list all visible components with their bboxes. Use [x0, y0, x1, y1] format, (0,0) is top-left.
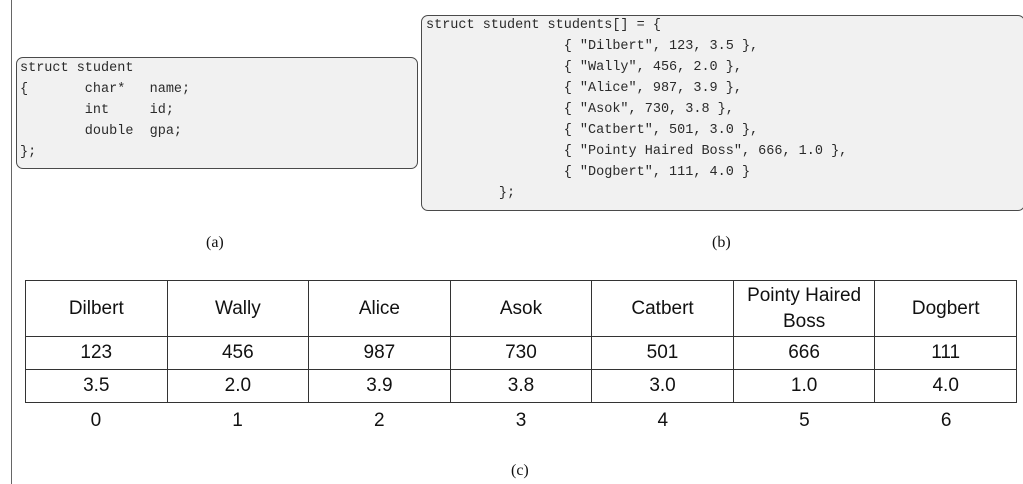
id-cell: 730	[449, 336, 593, 370]
name-cell: Alice	[308, 280, 451, 337]
caption-a: (a)	[206, 234, 224, 251]
gpa-cell: 3.0	[591, 369, 734, 403]
id-cell: 987	[308, 336, 451, 370]
struct-definition-box	[16, 57, 418, 169]
struct-line-2: { char* name;	[20, 82, 191, 97]
gpa-cell: 2.0	[166, 369, 310, 403]
table-row-gpas: 3.5 2.0 3.9 3.8 3.0 1.0 4.0	[25, 369, 1017, 403]
name-cell: Dogbert	[874, 280, 1017, 337]
array-memory-table: Dilbert Wally Alice Asok Catbert Pointy …	[25, 280, 1017, 403]
index-label: 3	[515, 410, 527, 431]
id-cell: 501	[591, 336, 734, 370]
array-line-8: { ″Dogbert″, 111, 4.0 }	[426, 165, 751, 180]
caption-c: (c)	[511, 462, 529, 479]
name-cell: Asok	[449, 280, 593, 337]
gpa-cell: 4.0	[874, 369, 1017, 403]
struct-line-1: struct student	[20, 61, 134, 76]
index-label: 4	[657, 410, 669, 431]
array-line-3: { ″Wally″, 456, 2.0 },	[426, 60, 742, 75]
array-line-5: { ″Asok″, 730, 3.8 },	[426, 102, 734, 117]
array-line-7: { ″Pointy Haired Boss″, 666, 1.0 },	[426, 144, 848, 159]
caption-b: (b)	[712, 234, 731, 251]
struct-line-4: double gpa;	[20, 124, 183, 139]
table-row-ids: 123 456 987 730 501 666 111	[25, 336, 1017, 370]
table-row-names: Dilbert Wally Alice Asok Catbert Pointy …	[25, 280, 1017, 337]
index-label: 6	[940, 410, 952, 431]
array-line-2: { ″Dilbert″, 123, 3.5 },	[426, 39, 759, 54]
array-line-9: };	[426, 186, 516, 201]
name-cell: Catbert	[591, 280, 734, 337]
gpa-cell: 3.8	[449, 369, 593, 403]
id-cell: 123	[25, 336, 168, 370]
index-label: 5	[799, 410, 810, 431]
name-cell: Dilbert	[25, 280, 168, 337]
gpa-cell: 1.0	[732, 369, 876, 403]
array-line-1: struct student students[] = {	[426, 18, 661, 33]
left-border-line	[11, 0, 12, 484]
index-label: 2	[374, 410, 385, 431]
name-cell: Pointy Haired Boss	[732, 280, 876, 337]
array-initializer-box	[421, 15, 1023, 211]
index-label: 0	[90, 410, 102, 431]
array-line-6: { ″Catbert″, 501, 3.0 },	[426, 123, 759, 138]
array-line-4: { ″Alice″, 987, 3.9 },	[426, 81, 742, 96]
id-cell: 666	[732, 336, 876, 370]
id-cell: 111	[874, 336, 1017, 370]
id-cell: 456	[166, 336, 310, 370]
name-cell: Wally	[166, 280, 310, 337]
array-index-row: 0 1 2 3 4 5 6	[25, 410, 1017, 432]
struct-line-5: };	[20, 145, 37, 160]
gpa-cell: 3.5	[25, 369, 168, 403]
struct-line-3: int id;	[20, 103, 174, 118]
gpa-cell: 3.9	[308, 369, 451, 403]
index-label: 1	[232, 410, 243, 431]
